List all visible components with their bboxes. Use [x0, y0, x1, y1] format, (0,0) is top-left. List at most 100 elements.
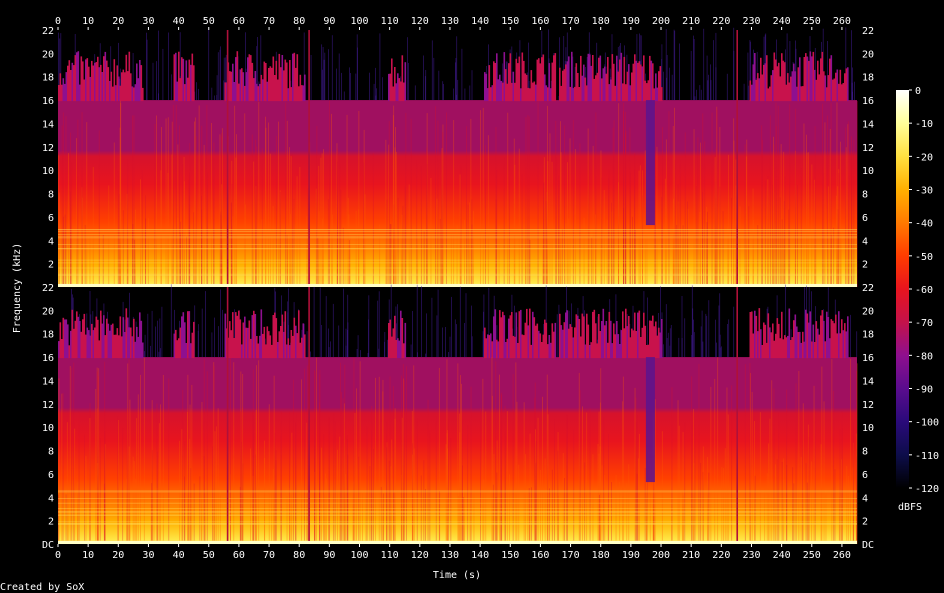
hf-burst — [59, 322, 62, 359]
spectral-streak — [358, 456, 360, 544]
spectral-streak — [557, 432, 559, 544]
spectral-streak — [788, 209, 790, 287]
hf-burst — [286, 62, 288, 101]
hf-burst — [751, 311, 753, 359]
hf-burst — [580, 336, 582, 359]
spectral-streak — [528, 488, 530, 544]
spectral-streak — [707, 457, 708, 544]
hf-burst — [560, 85, 563, 102]
hf-burst — [565, 64, 567, 102]
spectral-streak — [704, 141, 706, 287]
hf-noise-line — [421, 285, 422, 358]
spectral-streak — [547, 406, 549, 544]
spectral-streak — [180, 233, 181, 287]
hf-noise-line — [556, 314, 558, 357]
spectral-streak — [464, 489, 465, 544]
spectral-streak — [321, 153, 323, 287]
spectral-streak — [132, 224, 134, 287]
hf-burst — [257, 86, 260, 102]
hf-burst — [566, 61, 569, 102]
spectral-streak — [417, 229, 419, 287]
hf-noise-line — [216, 75, 218, 100]
spectral-streak — [514, 164, 516, 287]
spectral-streak — [344, 364, 346, 544]
spectral-streak — [583, 217, 585, 287]
hf-noise-line — [702, 341, 704, 358]
spectral-streak — [851, 153, 853, 287]
hf-burst — [128, 327, 131, 359]
spectral-streak — [485, 411, 487, 544]
hf-burst — [302, 85, 305, 102]
spectral-streak — [588, 154, 590, 287]
spectral-streak — [363, 162, 365, 287]
hf-burst — [641, 327, 644, 359]
hf-burst — [64, 83, 66, 102]
hf-burst — [826, 311, 828, 359]
y-tick-label-right: 8 — [862, 447, 868, 458]
hf-burst — [791, 71, 794, 102]
spectral-streak — [393, 204, 395, 287]
hf-burst — [142, 87, 144, 102]
spectral-streak — [847, 124, 849, 287]
hf-burst — [514, 336, 516, 359]
tonal-line — [58, 259, 857, 261]
spectral-streak — [827, 186, 829, 287]
spectral-streak — [664, 178, 666, 287]
spectral-streak — [578, 372, 580, 544]
hf-burst — [605, 73, 608, 102]
hf-burst — [590, 65, 593, 102]
spectral-streak — [707, 211, 708, 287]
hf-burst — [191, 332, 194, 358]
y-axis-label: Frequency (kHz) — [12, 243, 23, 333]
spectral-streak — [364, 194, 366, 287]
y-tick-label-left: 8 — [48, 190, 54, 201]
hf-burst — [793, 63, 795, 102]
hf-noise-line — [319, 287, 321, 358]
spectral-streak — [542, 228, 544, 287]
hf-noise-line — [328, 347, 330, 358]
spectral-streak — [446, 112, 447, 288]
hf-noise-line — [303, 32, 305, 100]
spectral-streak — [304, 368, 305, 544]
spectral-streak — [800, 457, 802, 544]
hf-burst — [74, 55, 77, 102]
spectral-streak — [394, 147, 396, 287]
spectral-streak — [838, 169, 840, 287]
spectral-streak — [848, 175, 850, 287]
spectral-streak — [700, 462, 702, 544]
hf-burst — [818, 74, 821, 102]
spectral-streak — [586, 412, 588, 544]
spectral-streak — [731, 197, 732, 287]
hf-noise-line — [716, 342, 717, 358]
hf-noise-line — [288, 288, 289, 357]
spectral-streak — [684, 422, 686, 544]
spectral-streak — [584, 462, 586, 544]
spectral-streak — [504, 431, 506, 544]
spectral-streak — [673, 198, 674, 287]
hf-burst — [611, 54, 614, 102]
hf-burst — [65, 72, 68, 102]
hf-burst — [773, 340, 776, 359]
spectral-streak — [495, 127, 497, 287]
hf-noise-line — [330, 341, 331, 358]
spectral-streak — [687, 208, 689, 287]
hf-burst — [280, 326, 282, 359]
hf-noise-line — [693, 39, 695, 101]
hf-burst — [272, 56, 275, 102]
hf-burst — [92, 65, 95, 102]
spectral-streak — [278, 121, 279, 287]
hf-noise-line — [449, 336, 451, 358]
spectral-streak — [280, 436, 282, 544]
spectral-streak — [496, 472, 498, 544]
spectral-streak — [572, 120, 574, 287]
tonal-line — [58, 229, 857, 230]
spectral-streak — [244, 204, 246, 287]
spectral-streak — [180, 221, 182, 287]
hf-noise-line — [332, 303, 334, 358]
hf-burst — [494, 309, 497, 359]
hf-burst — [256, 336, 258, 359]
spectral-streak — [59, 192, 60, 287]
hf-burst — [644, 80, 647, 102]
spectral-streak — [97, 376, 99, 544]
hf-burst — [643, 312, 645, 359]
